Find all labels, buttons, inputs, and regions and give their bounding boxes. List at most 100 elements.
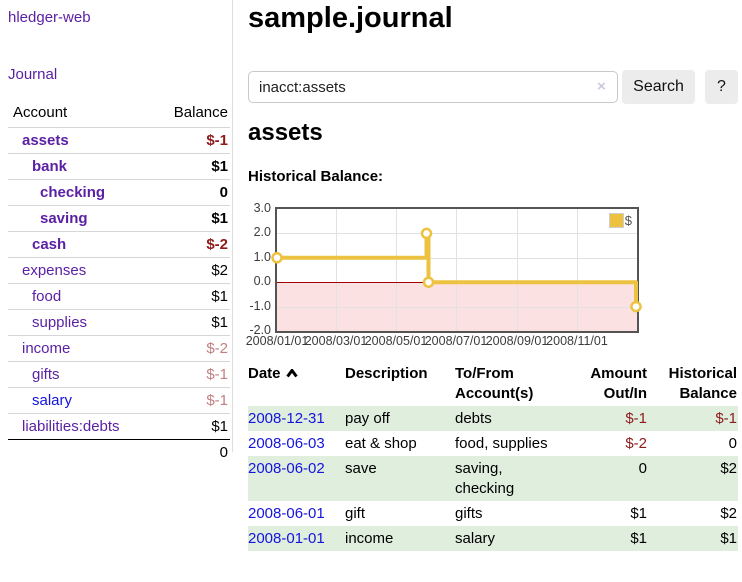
legend-series-label: $ xyxy=(624,213,632,228)
transaction-date-link[interactable]: 2008-06-01 xyxy=(248,505,325,522)
transaction-description: gift xyxy=(345,505,366,522)
y-axis-tick-label: 3.0 xyxy=(253,201,271,215)
account-row-cash: cash $-2 xyxy=(8,231,230,258)
x-axis-tick-label: 2008/11/01 xyxy=(546,334,608,348)
account-link-saving[interactable]: saving xyxy=(40,210,88,227)
account-link-liabilities-debts[interactable]: liabilities:debts xyxy=(22,418,120,435)
account-link-food[interactable]: food xyxy=(32,288,62,305)
register-row: 2008-06-02 save saving, checking 0 $2 xyxy=(248,456,738,501)
help-button[interactable]: ? xyxy=(705,70,738,104)
register-header-amount: Amount Out/In xyxy=(590,365,647,402)
register-header-description: Description xyxy=(345,365,428,382)
transaction-description: income xyxy=(345,526,455,551)
transaction-accounts: salary xyxy=(455,526,570,551)
account-balance: $1 xyxy=(160,283,230,310)
account-balance: $-1 xyxy=(160,127,230,154)
sidebar-item-journal[interactable]: Journal xyxy=(8,66,58,83)
account-balance: 0 xyxy=(160,179,230,206)
transaction-balance: $1 xyxy=(648,526,738,551)
x-gridline xyxy=(577,209,578,331)
legend-swatch-icon xyxy=(608,213,624,228)
x-axis-tick-label: 2008/03/01 xyxy=(304,334,368,348)
account-row-liabilities-debts: liabilities:debts $1 xyxy=(8,413,230,440)
transaction-date-link[interactable]: 2008-01-01 xyxy=(248,530,325,547)
transaction-accounts: food, supplies xyxy=(455,435,548,452)
register-header-date[interactable]: Date xyxy=(248,362,345,406)
accounts-table: Account Balance assets $-1 bank $1 check… xyxy=(8,99,230,465)
register-row: 2008-06-01 gift gifts $1 $2 xyxy=(248,501,738,526)
account-row-gifts: gifts $-1 xyxy=(8,361,230,388)
account-link-cash[interactable]: cash xyxy=(32,236,67,253)
y-axis-tick-label: 2.0 xyxy=(253,225,271,240)
x-axis-tick-label: 2008/07/01 xyxy=(424,334,488,348)
account-link-income[interactable]: income xyxy=(22,340,71,357)
transaction-accounts: debts xyxy=(455,406,570,431)
account-row-expenses: expenses $2 xyxy=(8,257,230,284)
account-balance: $2 xyxy=(160,257,230,284)
account-link-supplies[interactable]: supplies xyxy=(32,314,88,331)
x-gridline xyxy=(456,209,458,331)
x-gridline xyxy=(517,209,518,331)
account-row-income: income $-2 xyxy=(8,335,230,362)
account-link-gifts[interactable]: gifts xyxy=(32,366,60,383)
balance-series-line xyxy=(271,227,642,313)
search-input[interactable] xyxy=(248,71,618,103)
register-row: 2008-12-31 pay off debts $-1 $-1 xyxy=(248,406,738,431)
transaction-accounts: gifts xyxy=(455,505,483,522)
transaction-description: pay off xyxy=(345,406,455,431)
transaction-date-link[interactable]: 2008-06-03 xyxy=(248,435,325,452)
register-header-accounts: To/From Account(s) xyxy=(455,365,534,402)
x-axis-tick-label: 2008/05/01 xyxy=(364,334,428,348)
account-link-assets[interactable]: assets xyxy=(22,132,69,149)
account-link-expenses[interactable]: expenses xyxy=(22,262,87,279)
accounts-header-account: Account xyxy=(13,104,68,121)
data-point-marker xyxy=(271,252,283,264)
balance-chart: $ 3.0 2.0 1.0 0.0 -1.0 -2.0 2008/01/01 2008/03/… xyxy=(246,200,738,350)
sort-ascending-icon xyxy=(285,364,298,384)
register-header-row: Date Description To/From Account(s) Amou… xyxy=(248,362,738,406)
brand-link[interactable]: hledger-web xyxy=(8,9,91,26)
transaction-balance: 0 xyxy=(728,435,737,452)
transaction-date-link[interactable]: 2008-12-31 xyxy=(248,410,325,427)
y-axis-tick-label: 0.0 xyxy=(253,274,271,289)
account-row-salary: salary $-1 xyxy=(8,387,230,414)
register-header-date-label: Date xyxy=(248,365,281,382)
account-row-supplies: supplies $1 xyxy=(8,309,230,336)
data-point-marker xyxy=(630,300,642,313)
account-balance: $-2 xyxy=(160,335,230,362)
page-title: sample.journal xyxy=(248,2,453,34)
data-point-marker xyxy=(420,227,433,240)
register-header-balance: Historical Balance xyxy=(668,365,737,402)
transaction-amount: $1 xyxy=(570,526,648,551)
transaction-amount: $-1 xyxy=(570,406,648,431)
account-balance: $-2 xyxy=(160,231,230,258)
account-link-checking[interactable]: checking xyxy=(40,184,106,201)
transaction-balance: $2 xyxy=(648,456,738,501)
data-point-marker xyxy=(422,276,435,288)
account-row-assets: assets $-1 xyxy=(8,127,230,154)
account-link-bank[interactable]: bank xyxy=(32,158,68,175)
transaction-balance: $2 xyxy=(720,505,737,522)
x-axis-tick-label: 2008/01/01 xyxy=(245,334,309,348)
sidebar: hledger-web Journal Account Balance asse… xyxy=(8,0,230,465)
account-balance: $-1 xyxy=(160,361,230,388)
main-content: sample.journal × Search ? assets Histori… xyxy=(246,0,738,582)
transaction-accounts: saving, checking xyxy=(455,456,570,501)
y-axis-tick-label: -1.0 xyxy=(249,298,271,313)
y-axis-tick-label: -2.0 xyxy=(249,323,271,337)
account-balance: $1 xyxy=(160,413,230,440)
transaction-amount: $1 xyxy=(630,505,647,522)
account-link-salary[interactable]: salary xyxy=(32,392,73,409)
chart-legend: $ xyxy=(608,213,632,228)
accounts-header-row: Account Balance xyxy=(8,99,230,128)
search-button[interactable]: Search xyxy=(622,70,695,104)
sidebar-divider xyxy=(232,0,233,452)
transaction-date-link[interactable]: 2008-06-02 xyxy=(248,460,325,477)
account-row-bank: bank $1 xyxy=(8,153,230,180)
clear-search-icon[interactable]: × xyxy=(597,78,606,95)
x-axis-tick-label: 2008/09/01 xyxy=(485,334,549,348)
account-row-checking: checking 0 xyxy=(8,179,230,206)
x-gridline xyxy=(336,209,338,331)
chart-plot: $ xyxy=(271,207,642,333)
transaction-balance: $-1 xyxy=(648,406,738,431)
